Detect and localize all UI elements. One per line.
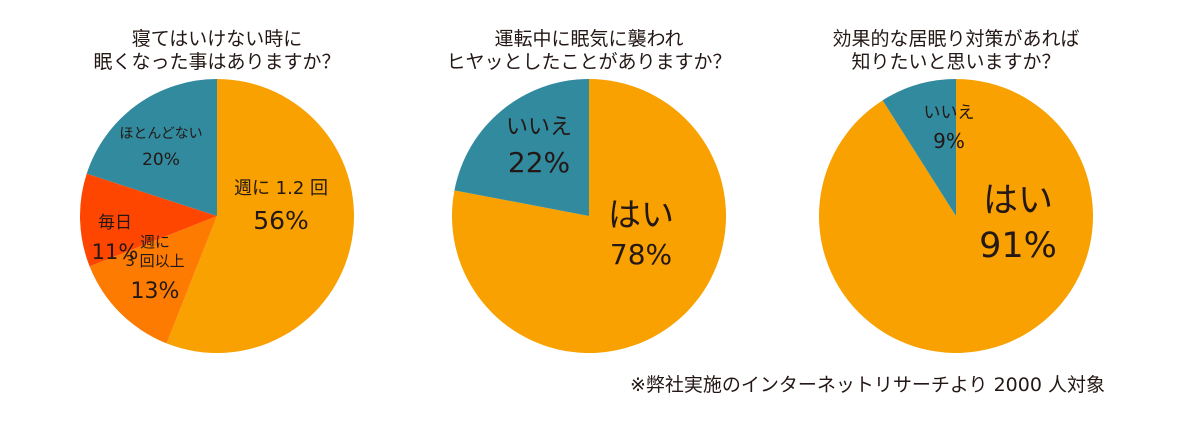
pie1-slice-1-label: 週に 1.2 回 bbox=[234, 178, 328, 199]
pie1-slice-3-label: 毎日 bbox=[98, 213, 132, 233]
pie1-slice-2 bbox=[89, 216, 217, 344]
pie3-slice-2-label: いいえ bbox=[924, 103, 975, 123]
pie1-slice-4 bbox=[86, 79, 217, 216]
chart-title-3-line-2: 知りたいと思いますか？ bbox=[851, 51, 1061, 73]
pie3-slice-1-label: はい bbox=[983, 181, 1053, 221]
pie3-slice-2 bbox=[882, 79, 956, 216]
pie2-slice-2 bbox=[454, 78, 589, 216]
source-footnote: ※弊社実施のインターネットリサーチより 2000 人対象 bbox=[630, 374, 1105, 396]
pie-chart-2: はい 78% いいえ 22% bbox=[452, 78, 726, 353]
pie1-slice-4-percent: 20% bbox=[142, 150, 180, 170]
pie1-slice-2-percent: 13% bbox=[131, 279, 180, 304]
pie1-slice-3 bbox=[79, 173, 217, 267]
pie1-slice-4-label: ほとんどない bbox=[119, 126, 202, 142]
chart-panel-1: 寝てはいけない時に 眠くなった事はありますか？ 週に 1.2 回 56% 週に 3 回… bbox=[17, 0, 417, 441]
chart-panel-2: 運転中に眠気に襲われ ヒヤッとしたことがありますか？ はい 78% いいえ 22% bbox=[389, 0, 789, 441]
pie1-slice-1-percent: 56% bbox=[253, 206, 309, 235]
pie2-slice-1-percent: 78% bbox=[610, 238, 672, 271]
pie-chart-1: 週に 1.2 回 56% 週に3 回以上 13% 毎日 11% ほとんどない 20% bbox=[79, 79, 355, 353]
chart-title-2-line-1: 運転中に眠気に襲われ bbox=[494, 28, 684, 50]
pie1-slice-3-percent: 11% bbox=[92, 240, 139, 264]
pie-chart-3: はい 91% いいえ 9% bbox=[819, 79, 1093, 353]
pie1-slice-2-label: 3 回以上 bbox=[125, 252, 184, 270]
chart-title-3: 効果的な居眠り対策があれば 知りたいと思いますか？ bbox=[756, 28, 1156, 74]
pie3-slice-2-percent: 9% bbox=[933, 129, 965, 153]
chart-title-2: 運転中に眠気に襲われ ヒヤッとしたことがありますか？ bbox=[389, 28, 789, 74]
pie1-slice-1 bbox=[166, 79, 355, 353]
pie2-slice-2-percent: 22% bbox=[508, 146, 570, 179]
chart-panel-3: 効果的な居眠り対策があれば 知りたいと思いますか？ はい 91% いいえ 9% bbox=[756, 0, 1156, 441]
pie2-slice-2-label: いいえ bbox=[506, 115, 572, 140]
pie1-slice-2-label: 週に bbox=[140, 233, 170, 251]
pie2-slice-1-label: はい bbox=[608, 195, 674, 234]
chart-title-1-line-2: 眠くなった事はありますか？ bbox=[93, 51, 341, 73]
pie3-slice-1-percent: 91% bbox=[979, 226, 1057, 266]
chart-title-3-line-1: 効果的な居眠り対策があれば bbox=[832, 28, 1080, 50]
chart-title-2-line-2: ヒヤッとしたことがありますか？ bbox=[446, 51, 732, 73]
chart-title-1-line-1: 寝てはいけない時に bbox=[131, 28, 303, 50]
chart-title-1: 寝てはいけない時に 眠くなった事はありますか？ bbox=[17, 28, 417, 74]
